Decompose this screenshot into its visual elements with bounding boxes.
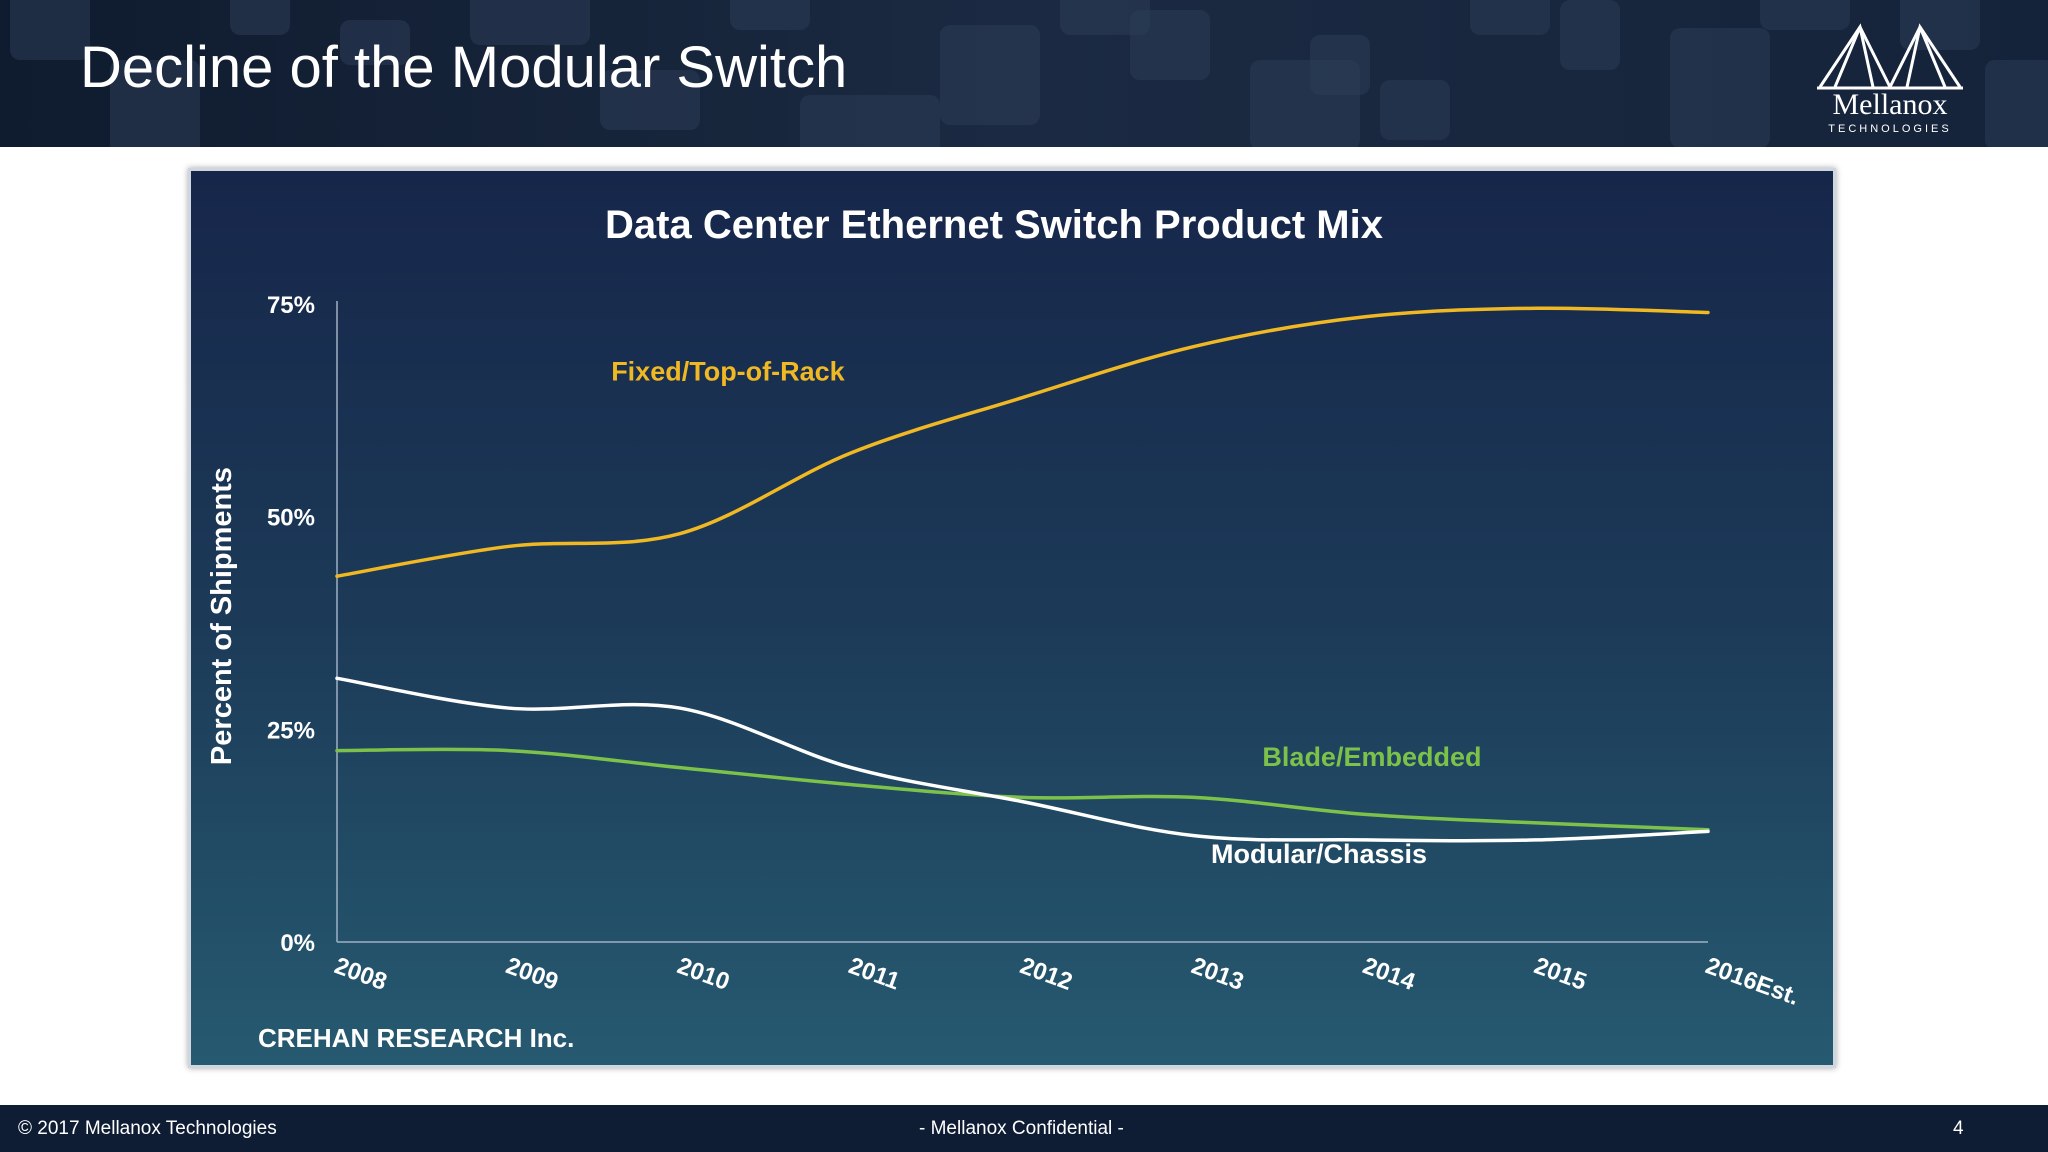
y-tick-label: 75% xyxy=(267,292,315,319)
x-tick-label: 2015 xyxy=(1531,952,1590,996)
x-tick-label: 2010 xyxy=(674,952,733,996)
line-chart: Data Center Ethernet Switch Product Mix … xyxy=(206,203,1803,1053)
series-label-blade-embedded: Blade/Embedded xyxy=(1262,742,1481,772)
bridge-logo-icon xyxy=(1817,23,1963,90)
slide-title: Decline of the Modular Switch xyxy=(80,35,848,100)
footer-confidential: - Mellanox Confidential - xyxy=(919,1118,1124,1139)
series-line-fixed-top-of-rack xyxy=(335,306,1710,578)
series-line-modular-chassis xyxy=(335,676,1710,843)
footer-copyright: © 2017 Mellanox Technologies xyxy=(18,1118,277,1139)
x-tick-label: 2011 xyxy=(845,952,903,995)
x-tick-label: 2009 xyxy=(502,952,561,996)
logo-name: Mellanox xyxy=(1832,88,1948,121)
series-line-blade-embedded xyxy=(335,747,1710,832)
chart-frame: Data Center Ethernet Switch Product Mix … xyxy=(188,168,1836,1068)
source-credit: CREHAN RESEARCH Inc. xyxy=(258,1023,574,1053)
y-axis-label: Percent of Shipments xyxy=(206,467,238,765)
x-tick-label: 2013 xyxy=(1188,952,1247,996)
mellanox-logo: Mellanox TECHNOLOGIES xyxy=(1815,22,1965,137)
chart-title: Data Center Ethernet Switch Product Mix xyxy=(605,203,1383,247)
slide-footer: © 2017 Mellanox Technologies - Mellanox … xyxy=(0,1105,2048,1152)
footer-page-number: 4 xyxy=(1953,1118,1964,1139)
y-tick-label: 0% xyxy=(280,930,315,957)
series-label-modular-chassis: Modular/Chassis xyxy=(1211,839,1427,869)
logo-subtitle: TECHNOLOGIES xyxy=(1828,123,1952,135)
x-tick-label: 2016Est. xyxy=(1702,952,1803,1011)
x-tick-label: 2014 xyxy=(1359,952,1419,996)
x-tick-label: 2008 xyxy=(331,952,390,996)
series-label-fixed-top-of-rack: Fixed/Top-of-Rack xyxy=(611,357,845,387)
y-tick-label: 50% xyxy=(267,505,315,532)
slide-header: Decline of the Modular Switch Mellanox T… xyxy=(0,0,2048,147)
y-tick-label: 25% xyxy=(267,717,315,744)
x-tick-label: 2012 xyxy=(1016,952,1075,996)
